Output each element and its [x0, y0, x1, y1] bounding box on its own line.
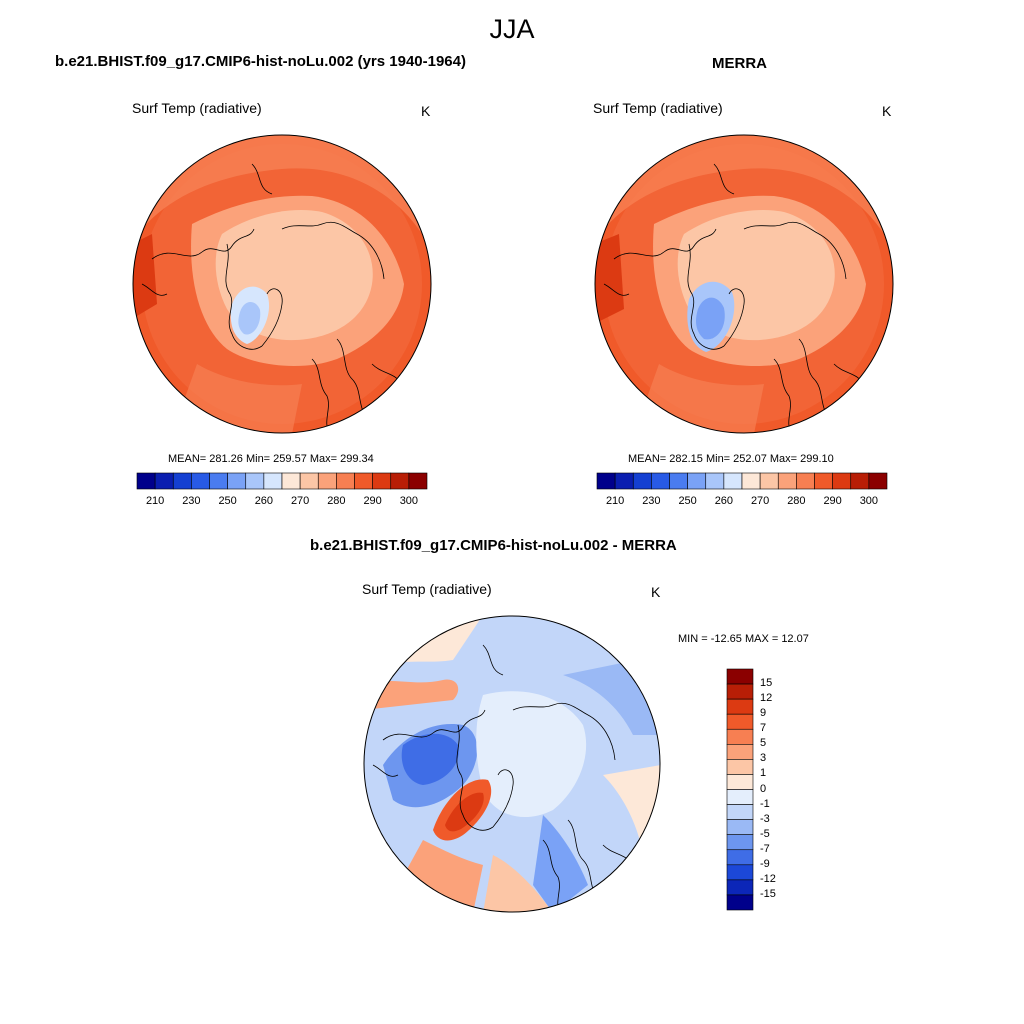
panel-3-colorbar-swatch [726, 744, 754, 760]
panel-1-colorbar-swatch [172, 472, 192, 490]
panel-3-colorbar-swatch [726, 819, 754, 835]
panel-2-colorbar-swatch [705, 472, 725, 490]
panel-3-colorbar [726, 668, 754, 911]
panel-1-colorbar-swatch [154, 472, 174, 490]
panel-2-colorbar-swatch [741, 472, 761, 490]
panel-2-colorbar-swatch [759, 472, 779, 490]
panel-3-colorbar-swatch [726, 713, 754, 730]
figure-title: JJA [489, 14, 535, 44]
panel-3-colorbar-swatch [726, 849, 754, 866]
panel-3-colorbar-swatch [726, 894, 754, 911]
panel-2-colorbar-tick-label: 210 [605, 495, 625, 507]
panel-2-colorbar-swatch [614, 472, 634, 490]
panel-1-field-label: Surf Temp (radiative) [132, 100, 262, 116]
panel-3-colorbar-swatch [726, 668, 754, 685]
panel-3-colorbar-tick-label: 3 [760, 752, 767, 765]
panel-2-stats: MEAN= 282.15 Min= 252.07 Max= 299.10 [628, 453, 834, 465]
panel-2-colorbar-tick-label: 270 [750, 495, 770, 507]
panel-2-units: K [882, 103, 892, 119]
panel-3-colorbar-tick-label: -3 [760, 812, 770, 825]
panel-3-colorbar-swatch [726, 683, 754, 700]
panel-3-colorbar-swatch [726, 789, 754, 805]
panel-2-title: MERRA [712, 55, 767, 72]
panel-3-colorbar-tick-label: 12 [760, 692, 773, 705]
panel-1-units: K [421, 103, 431, 119]
panel-3-colorbar-tick-label: -1 [760, 797, 770, 810]
panel-1-colorbar-swatch [227, 472, 247, 490]
panel-1-colorbar-tick-label: 290 [363, 495, 382, 507]
panel-2-colorbar-swatch [814, 472, 833, 490]
panel-1-colorbar-swatch [390, 472, 410, 490]
panel-3-colorbar-swatch [726, 759, 754, 775]
panel-2-colorbar-swatch [723, 472, 743, 490]
panel-3-colorbar-tick-label: 5 [760, 737, 767, 750]
panel-1-colorbar-tick-label: 250 [218, 495, 237, 507]
panel-1-colorbar-swatch [263, 472, 283, 490]
panel-3-colorbar-tick-label: -5 [760, 827, 770, 840]
panel-2-colorbar-tick-label: 280 [787, 495, 806, 507]
panel-1-colorbar-tick-label: 210 [145, 495, 165, 507]
panel-2-colorbar-swatch [596, 472, 616, 490]
panel-2-colorbar-tick-label: 260 [714, 495, 734, 507]
panel-2-colorbar-swatch [632, 472, 652, 490]
panel-2-colorbar-swatch [850, 472, 870, 490]
panel-3-colorbar-tick-label: -9 [760, 857, 770, 870]
panel-1-colorbar-tick-label: 270 [290, 495, 310, 507]
panel-1-colorbar-swatch [209, 472, 228, 490]
panel-3-colorbar-swatch [726, 728, 754, 745]
panel-2-field-label: Surf Temp (radiative) [593, 100, 723, 116]
panel-3-colorbar-swatch [726, 864, 754, 881]
panel-3-colorbar-swatch [726, 804, 754, 820]
panel-1-title: b.e21.BHIST.f09_g17.CMIP6-hist-noLu.002 … [55, 53, 466, 70]
panel-1-colorbar [136, 472, 428, 490]
panel-2-colorbar-tick-label: 300 [859, 495, 879, 507]
panel-2-colorbar-swatch [669, 472, 688, 490]
panel-2-colorbar-swatch [687, 472, 707, 490]
panel-3-colorbar-swatch [726, 879, 754, 896]
panel-1-colorbar-swatch [281, 472, 301, 490]
panel-2-colorbar-tick-label: 290 [823, 495, 842, 507]
panel-3-colorbar-tick-label: -12 [760, 872, 776, 885]
panel-3-colorbar-tick-label: -15 [760, 887, 776, 900]
panel-3-colorbar-swatch [726, 774, 754, 790]
panel-3-polar-map [363, 615, 661, 913]
panel-3-units: K [651, 584, 661, 600]
panel-3-stats: MIN = -12.65 MAX = 12.07 [678, 633, 809, 645]
panel-3-colorbar-swatch [726, 698, 754, 715]
panel-1-colorbar-swatch [408, 472, 428, 490]
panel-2-colorbar-swatch [651, 472, 670, 490]
panel-3-colorbar-tick-label: 9 [760, 707, 767, 720]
panel-1-colorbar-swatch [245, 472, 265, 490]
panel-1-stats: MEAN= 281.26 Min= 259.57 Max= 299.34 [168, 453, 374, 465]
panel-3-title: b.e21.BHIST.f09_g17.CMIP6-hist-noLu.002 … [310, 537, 677, 554]
panel-2-polar-map [594, 134, 894, 434]
panel-2-colorbar-swatch [868, 472, 888, 490]
panel-2-colorbar-swatch [796, 472, 815, 490]
panel-3-colorbar-tick-label: -7 [760, 842, 770, 855]
panel-3-field-label: Surf Temp (radiative) [362, 581, 492, 597]
panel-1-colorbar-swatch [354, 472, 373, 490]
panel-1-colorbar-swatch [336, 472, 355, 490]
panel-3-colorbar-tick-label: 1 [760, 767, 767, 780]
panel-1-colorbar-swatch [191, 472, 210, 490]
panel-3-colorbar-tick-label: 15 [760, 677, 773, 690]
panel-2-colorbar-tick-label: 250 [678, 495, 697, 507]
panel-1-colorbar-tick-label: 280 [327, 495, 346, 507]
panel-1-colorbar-swatch [372, 472, 392, 490]
panel-3-colorbar-tick-label: 7 [760, 722, 767, 735]
panel-1-colorbar-tick-label: 260 [254, 495, 274, 507]
panel-2-colorbar-swatch [777, 472, 797, 490]
panel-1-colorbar-swatch [317, 472, 337, 490]
panel-1-colorbar-tick-label: 300 [399, 495, 419, 507]
panel-3-colorbar-tick-label: 0 [760, 782, 767, 795]
panel-3-colorbar-swatch [726, 834, 754, 851]
panel-1-colorbar-tick-label: 230 [182, 495, 201, 507]
panel-1-colorbar-swatch [299, 472, 319, 490]
panel-2-colorbar-tick-label: 230 [642, 495, 661, 507]
panel-1-polar-map [132, 134, 432, 434]
panel-1-colorbar-swatch [136, 472, 156, 490]
panel-2-colorbar [596, 472, 888, 490]
panel-2-colorbar-swatch [832, 472, 852, 490]
